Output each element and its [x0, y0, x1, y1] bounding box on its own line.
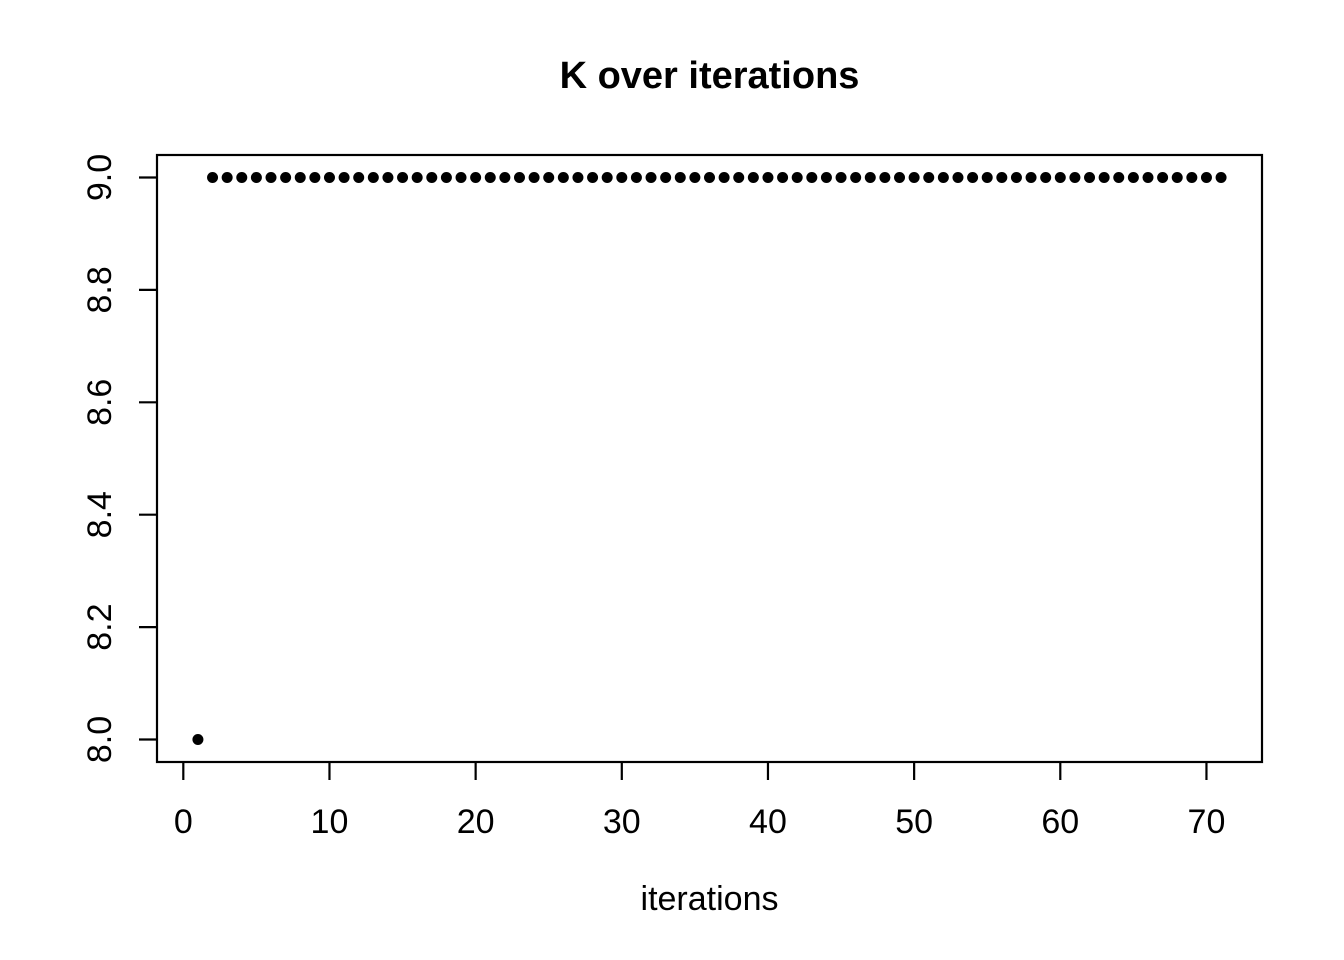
data-point: [894, 171, 906, 183]
data-point: [323, 171, 335, 183]
data-point: [1069, 171, 1081, 183]
data-point: [1054, 171, 1066, 183]
x-axis-tick-label: 40: [749, 803, 787, 841]
data-point: [733, 171, 745, 183]
data-point: [513, 171, 525, 183]
y-axis-tick-label: 8.4: [81, 491, 119, 538]
data-point: [791, 171, 803, 183]
data-point: [221, 171, 233, 183]
data-point: [382, 171, 394, 183]
data-point: [835, 171, 847, 183]
data-point: [499, 171, 511, 183]
data-point: [309, 171, 321, 183]
y-axis-tick-label: 8.0: [81, 716, 119, 763]
data-point: [850, 171, 862, 183]
data-point: [879, 171, 891, 183]
data-point: [908, 171, 920, 183]
plot-box: [155, 153, 1264, 764]
data-point: [1010, 171, 1022, 183]
data-point: [250, 171, 262, 183]
data-point: [440, 171, 452, 183]
y-axis-tick-label: 8.6: [81, 379, 119, 426]
y-axis-tick-label: 8.8: [81, 266, 119, 313]
data-point: [1025, 171, 1037, 183]
data-point: [294, 171, 306, 183]
data-point: [674, 171, 686, 183]
y-axis-tick-label: 8.2: [81, 603, 119, 650]
data-point: [353, 171, 365, 183]
x-axis-tick-label: 70: [1188, 803, 1226, 841]
x-axis-label: iterations: [640, 880, 779, 918]
data-point: [777, 171, 789, 183]
data-point: [265, 171, 277, 183]
data-point: [1142, 171, 1154, 183]
data-point: [981, 171, 993, 183]
data-point: [1215, 171, 1227, 183]
data-point: [660, 171, 672, 183]
data-point: [543, 171, 555, 183]
data-point: [1084, 171, 1096, 183]
data-point: [397, 171, 409, 183]
data-point: [630, 171, 642, 183]
data-point: [704, 171, 715, 183]
x-axis-tick-label: 30: [603, 803, 641, 841]
data-point: [996, 171, 1008, 183]
x-axis-tick-label: 60: [1041, 803, 1079, 841]
data-point: [718, 171, 730, 183]
data-point: [280, 171, 292, 183]
x-axis-tick-label: 20: [457, 803, 495, 841]
data-point: [1040, 171, 1052, 183]
data-point: [689, 171, 701, 183]
data-point: [587, 171, 599, 183]
data-point: [528, 171, 540, 183]
x-axis-tick-label: 0: [174, 803, 193, 841]
data-point: [1200, 171, 1212, 183]
data-point: [923, 171, 935, 183]
data-point: [470, 171, 482, 183]
data-point: [1098, 171, 1110, 183]
data-point: [864, 171, 876, 183]
data-point: [426, 171, 438, 183]
data-point: [952, 171, 964, 183]
data-point: [1171, 171, 1183, 183]
data-point: [1186, 171, 1198, 183]
data-point: [967, 171, 979, 183]
x-axis-tick-label: 10: [311, 803, 349, 841]
y-axis-tick-label: 9.0: [81, 154, 119, 201]
data-point: [484, 171, 496, 183]
data-point: [338, 171, 350, 183]
data-point: [806, 171, 818, 183]
data-point: [762, 171, 774, 183]
data-point: [937, 171, 949, 183]
data-point: [747, 171, 759, 183]
data-point: [207, 171, 219, 183]
data-point: [236, 171, 248, 183]
data-point: [616, 171, 628, 183]
data-point: [820, 171, 832, 183]
data-point: [455, 171, 467, 183]
data-point: [645, 171, 657, 183]
data-point: [192, 734, 204, 746]
chart-title: K over iterations: [559, 55, 860, 97]
data-point: [411, 171, 423, 183]
data-point: [557, 171, 569, 183]
data-point: [601, 171, 613, 183]
data-point: [1113, 171, 1125, 183]
data-point: [572, 171, 584, 183]
data-point: [367, 171, 379, 183]
data-point: [1127, 171, 1139, 183]
data-point: [1157, 171, 1169, 183]
x-axis-tick-label: 50: [895, 803, 933, 841]
